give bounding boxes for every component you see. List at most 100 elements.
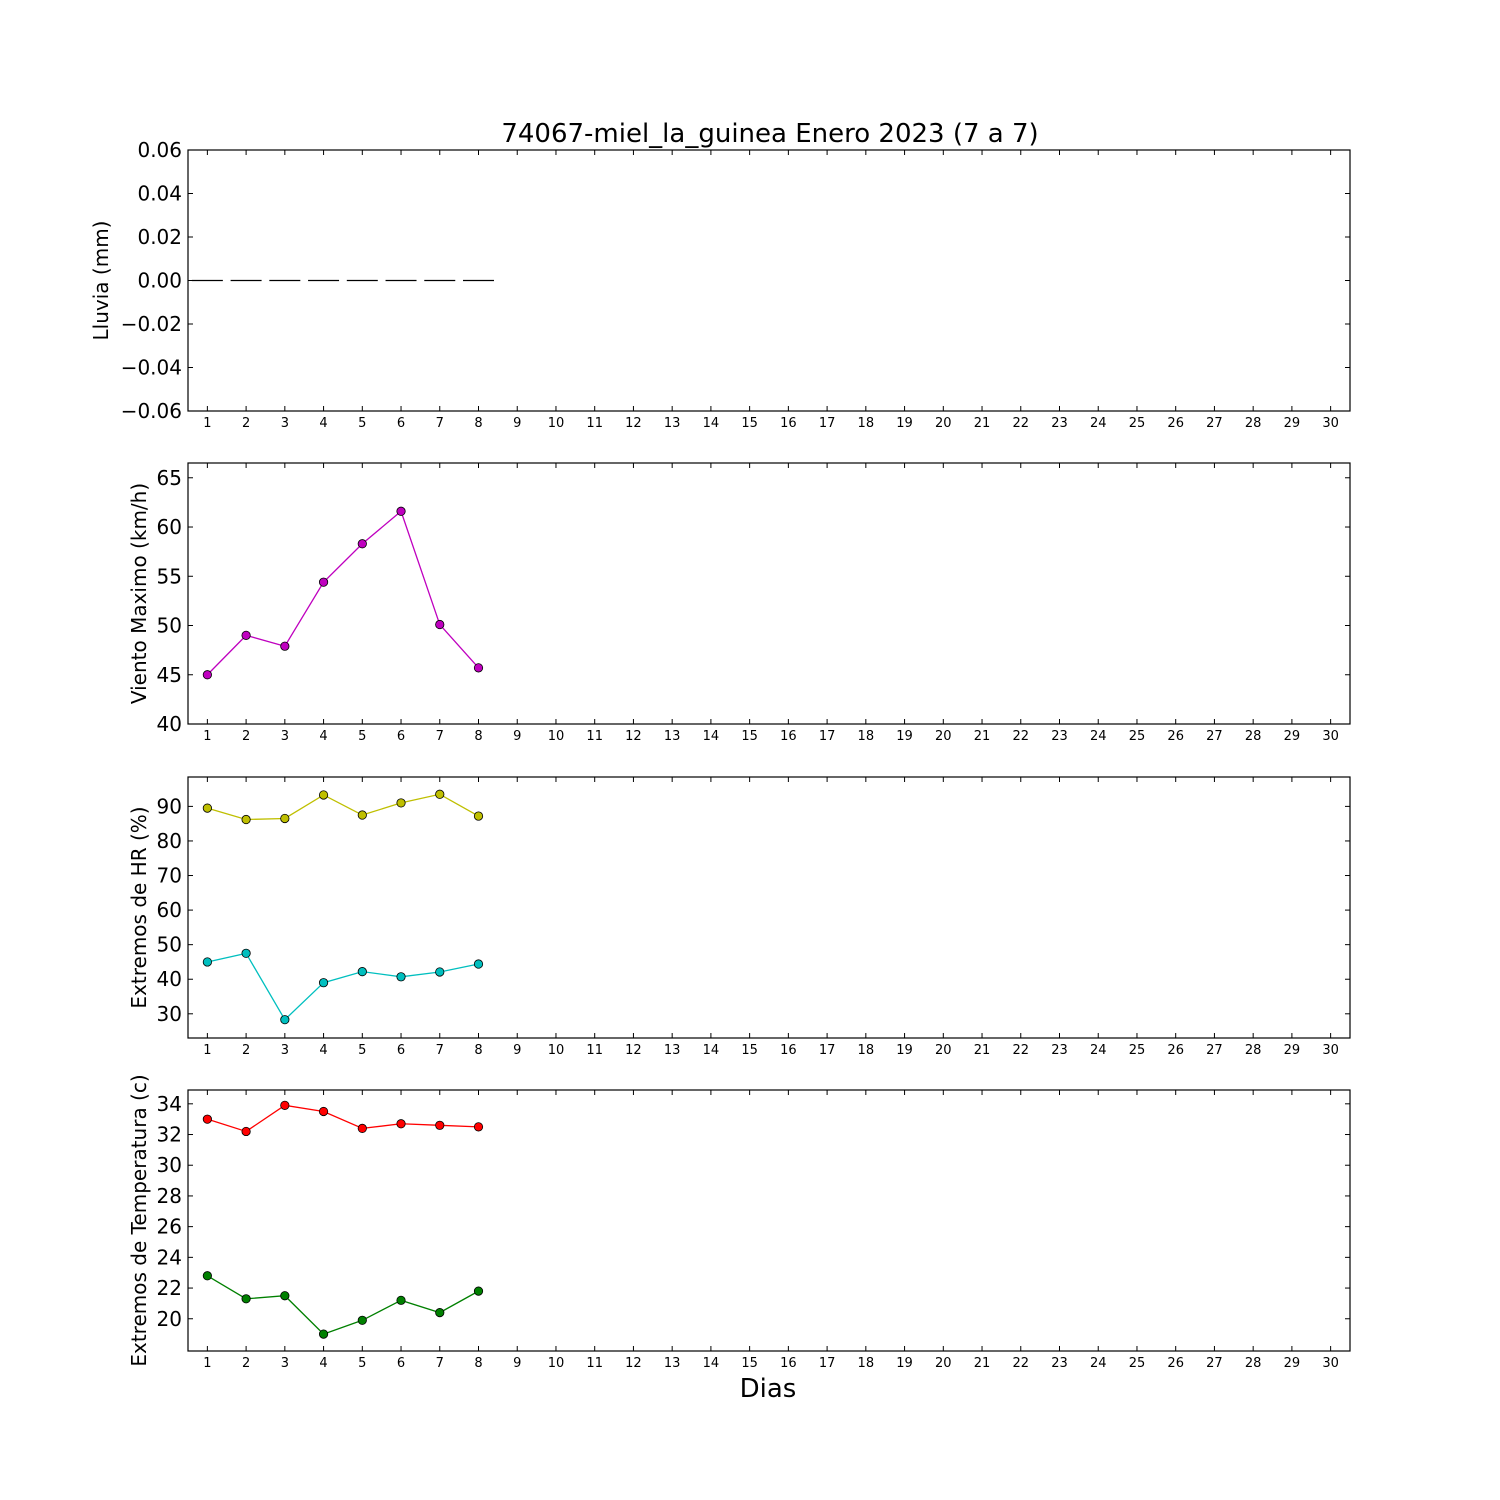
y-tick-label: −0.04	[121, 356, 182, 380]
x-tick-label: 14	[703, 729, 720, 744]
panel-frame	[187, 462, 1351, 725]
x-tick-label: 30	[1322, 1043, 1339, 1058]
data-point	[473, 1122, 484, 1132]
data-point	[241, 948, 251, 958]
x-tick-label: 6	[397, 729, 405, 744]
y-axis-label: Viento Maximo (km/h)	[127, 483, 151, 704]
x-tick-label: 26	[1167, 1356, 1184, 1371]
x-tick-label: 11	[586, 729, 603, 744]
x-tick-label: 29	[1284, 1356, 1301, 1371]
data-point	[280, 813, 290, 824]
data-point	[280, 1291, 290, 1301]
x-tick-label: 18	[858, 1043, 875, 1058]
data-point	[318, 1329, 329, 1339]
y-tick-label: 22	[157, 1276, 182, 1300]
x-axis-label: Dias	[740, 1374, 797, 1404]
x-tick-label: 29	[1284, 1043, 1301, 1058]
x-tick-label: 8	[474, 1043, 482, 1058]
y-tick-label: 70	[157, 864, 182, 888]
data-point	[280, 1100, 290, 1110]
y-axis-label: Extremos de Temperatura (c)	[127, 1074, 151, 1366]
data-point	[396, 1119, 406, 1129]
x-tick-label: 2	[242, 416, 250, 431]
x-tick-label: 3	[281, 1356, 289, 1371]
x-tick-label: 1	[203, 1356, 211, 1371]
y-axis-label: Extremos de HR (%)	[127, 806, 151, 1008]
y-tick-label: 24	[157, 1245, 182, 1269]
x-tick-label: 20	[935, 416, 952, 431]
x-tick-label: 5	[358, 1043, 366, 1058]
y-tick-label: 80	[157, 829, 182, 853]
x-tick-label: 15	[741, 1043, 758, 1058]
panel-frame	[187, 776, 1351, 1039]
x-tick-label: 20	[935, 1356, 952, 1371]
x-tick-label: 4	[319, 1356, 327, 1371]
x-tick-label: 15	[741, 416, 758, 431]
data-point	[435, 619, 445, 630]
x-tick-label: 2	[242, 729, 250, 744]
x-tick-label: 26	[1167, 1043, 1184, 1058]
y-tick-label: 55	[157, 564, 182, 588]
x-tick-label: 12	[625, 729, 642, 744]
x-tick-label: 23	[1051, 729, 1068, 744]
data-point	[280, 1015, 290, 1025]
data-point	[473, 1286, 484, 1296]
x-tick-label: 9	[513, 729, 521, 744]
x-tick-label: 8	[474, 729, 482, 744]
y-tick-label: 0.06	[137, 138, 182, 162]
data-point	[396, 972, 406, 982]
y-tick-label: 30	[157, 1153, 182, 1177]
x-tick-label: 24	[1090, 1356, 1107, 1371]
data-point	[202, 957, 212, 967]
x-tick-label: 16	[780, 1043, 797, 1058]
y-tick-label: 40	[157, 712, 182, 736]
x-tick-label: 7	[436, 1356, 444, 1371]
x-tick-label: 1	[203, 729, 211, 744]
x-tick-label: 27	[1206, 416, 1223, 431]
x-tick-label: 22	[1012, 1043, 1029, 1058]
x-tick-label: 21	[974, 416, 991, 431]
x-tick-label: 24	[1090, 416, 1107, 431]
x-tick-label: 1	[203, 416, 211, 431]
data-point	[435, 1120, 445, 1130]
x-tick-label: 19	[896, 1043, 913, 1058]
x-tick-label: 16	[780, 729, 797, 744]
x-tick-label: 21	[974, 1356, 991, 1371]
x-tick-label: 12	[625, 416, 642, 431]
x-tick-label: 2	[242, 1043, 250, 1058]
x-tick-label: 7	[436, 729, 444, 744]
x-tick-label: 24	[1090, 729, 1107, 744]
data-point	[241, 1126, 251, 1137]
data-point	[396, 1295, 406, 1305]
data-point	[318, 978, 329, 988]
data-point	[396, 506, 406, 516]
y-tick-label: 60	[157, 898, 182, 922]
x-tick-label: 3	[281, 729, 289, 744]
x-tick-label: 27	[1206, 1356, 1223, 1371]
y-tick-label: 0.02	[137, 225, 182, 249]
data-point	[241, 630, 251, 640]
x-tick-label: 28	[1245, 729, 1262, 744]
panel-frame	[187, 1089, 1351, 1352]
y-tick-label: 40	[157, 967, 182, 991]
data-point	[318, 1106, 329, 1117]
x-tick-label: 25	[1129, 1356, 1146, 1371]
x-tick-label: 5	[358, 1356, 366, 1371]
series-line-1	[206, 510, 479, 676]
series-line-1	[207, 1104, 479, 1133]
x-tick-label: 23	[1051, 1043, 1068, 1058]
x-tick-label: 5	[358, 416, 366, 431]
chart-title: 74067-miel_la_guinea Enero 2023 (7 a 7)	[501, 119, 1038, 149]
x-tick-label: 10	[548, 1356, 565, 1371]
x-tick-label: 10	[548, 729, 565, 744]
x-tick-label: 1	[203, 1043, 211, 1058]
x-tick-label: 19	[896, 1356, 913, 1371]
x-tick-label: 14	[703, 1356, 720, 1371]
x-tick-label: 27	[1206, 729, 1223, 744]
x-tick-label: 7	[436, 1043, 444, 1058]
x-tick-label: 18	[858, 729, 875, 744]
x-tick-label: 29	[1284, 416, 1301, 431]
x-tick-label: 4	[319, 729, 327, 744]
